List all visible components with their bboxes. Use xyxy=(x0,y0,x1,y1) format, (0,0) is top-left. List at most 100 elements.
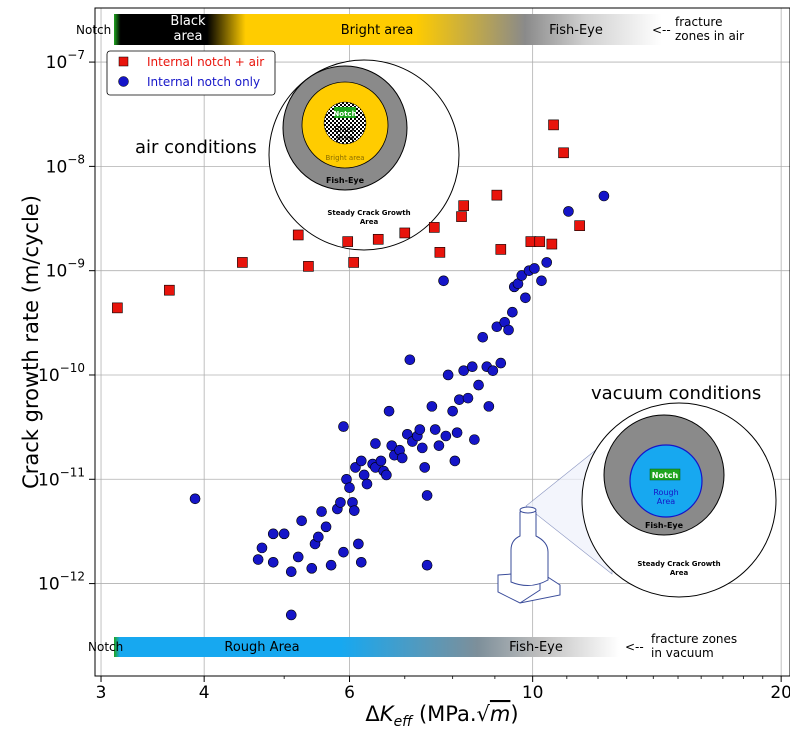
data-point-air xyxy=(399,227,411,239)
data-point-vacuum xyxy=(421,559,433,571)
legend-label-vacuum: Internal notch only xyxy=(147,75,260,89)
data-point-air xyxy=(548,119,559,131)
data-point-vacuum xyxy=(383,405,395,417)
x-tick-label: 4 xyxy=(199,683,210,703)
data-point-air xyxy=(456,211,467,222)
vacuum-band-bar xyxy=(114,637,619,657)
data-point-vacuum xyxy=(447,405,458,417)
y-tick-label: 10−10 xyxy=(38,361,85,386)
y-tick-label: 10−11 xyxy=(38,465,85,490)
data-point-vacuum xyxy=(267,528,279,540)
data-point-vacuum xyxy=(466,361,478,373)
data-point-vacuum xyxy=(344,482,355,494)
data-point-vacuum xyxy=(433,440,445,451)
data-point-vacuum xyxy=(473,379,484,391)
air-band-black-area: Black area xyxy=(170,14,206,44)
specimen-sketch xyxy=(497,506,561,604)
legend-marker-vacuum xyxy=(118,76,129,87)
vacuum-band-notch: Notch xyxy=(88,640,123,654)
vacuum-band-fish-eye: Fish-Eye xyxy=(509,640,563,655)
data-point-air xyxy=(534,236,546,247)
data-point-air xyxy=(434,247,446,258)
data-point-air xyxy=(303,261,314,272)
air-zone-band: Notch Black area Bright area Fish-Eye <--… xyxy=(76,14,744,45)
data-point-vacuum xyxy=(536,275,547,287)
svg-text:Notch: Notch xyxy=(652,471,679,480)
legend-marker-air xyxy=(118,56,129,67)
data-point-vacuum xyxy=(252,554,264,565)
vacuum-band-arrow: <-- xyxy=(625,640,644,654)
vacuum-band-note: fracture zones in vacuum xyxy=(651,632,737,660)
y-tick-label: 10−9 xyxy=(46,257,85,282)
vacuum-conditions-label: vacuum conditions xyxy=(591,383,761,404)
data-marks xyxy=(112,119,610,621)
data-point-vacuum xyxy=(375,455,387,467)
data-point-vacuum xyxy=(402,428,413,440)
data-point-air xyxy=(112,302,123,314)
data-point-vacuum xyxy=(416,442,428,454)
data-point-vacuum xyxy=(353,538,364,550)
data-point-vacuum xyxy=(278,528,290,540)
data-point-vacuum xyxy=(189,493,201,505)
data-point-vacuum xyxy=(325,559,337,571)
data-point-vacuum xyxy=(454,394,465,405)
data-point-air xyxy=(574,220,585,231)
data-point-air xyxy=(237,257,248,268)
data-point-air xyxy=(525,236,537,247)
x-tick-label: 3 xyxy=(96,683,107,703)
x-tick-label: 6 xyxy=(344,683,355,703)
air-band-bar xyxy=(114,14,662,45)
legend-label-air: Internal notch + air xyxy=(147,55,264,69)
axes-frame xyxy=(94,7,790,677)
data-point-vacuum xyxy=(442,369,454,381)
data-point-air xyxy=(458,200,469,211)
air-band-notch: Notch xyxy=(76,23,111,37)
data-point-vacuum xyxy=(296,515,307,527)
data-point-vacuum xyxy=(338,421,349,432)
data-point-vacuum xyxy=(487,365,499,376)
air-band-bright-area: Bright area xyxy=(341,23,414,38)
data-point-air xyxy=(164,284,175,296)
data-point-vacuum xyxy=(429,424,441,435)
data-point-vacuum xyxy=(495,357,507,369)
x-tick-label: 10 xyxy=(522,683,544,703)
data-point-vacuum xyxy=(438,275,449,287)
data-point-vacuum xyxy=(440,430,452,442)
data-point-vacuum xyxy=(370,438,381,449)
y-tick-label: 10−7 xyxy=(46,48,85,73)
x-tick-label: 20 xyxy=(770,683,790,703)
data-point-vacuum xyxy=(355,455,367,467)
data-point-air xyxy=(546,238,558,250)
data-point-vacuum xyxy=(421,490,433,501)
data-point-vacuum xyxy=(414,424,426,435)
data-point-vacuum xyxy=(355,556,367,568)
legend-box xyxy=(106,50,276,96)
x-axis-label: ΔKeff (MPa.√m) xyxy=(365,702,518,729)
data-point-vacuum xyxy=(451,427,463,438)
svg-text:Fish-Eye: Fish-Eye xyxy=(645,521,684,530)
data-point-vacuum xyxy=(292,551,304,563)
y-tick-label: 10−8 xyxy=(46,152,85,177)
air-band-note: fracture zones in air xyxy=(675,15,744,43)
data-point-vacuum xyxy=(404,354,416,366)
data-point-air xyxy=(372,233,384,245)
data-point-vacuum xyxy=(503,324,514,336)
data-point-vacuum xyxy=(563,206,574,217)
data-point-vacuum xyxy=(285,566,297,577)
data-point-air xyxy=(428,222,440,233)
data-point-air xyxy=(342,236,354,247)
svg-text:Notch: Notch xyxy=(333,110,356,118)
y-axis-label: Crack growth rate (m/cycle) xyxy=(19,195,43,489)
vacuum-zone-band: Notch Rough Area Fish-Eye <-- fracture z… xyxy=(88,632,737,660)
vacuum-band-rough-area: Rough Area xyxy=(224,640,299,655)
data-point-vacuum xyxy=(483,401,495,412)
legend: Internal notch + air Internal notch only xyxy=(106,50,276,96)
data-point-vacuum xyxy=(361,478,373,490)
data-point-air xyxy=(495,244,507,255)
data-point-vacuum xyxy=(285,609,297,621)
air-fracture-diagram: Notch Black area Bright area Fish-Eye Ste… xyxy=(268,59,460,251)
data-point-vacuum xyxy=(419,462,431,473)
